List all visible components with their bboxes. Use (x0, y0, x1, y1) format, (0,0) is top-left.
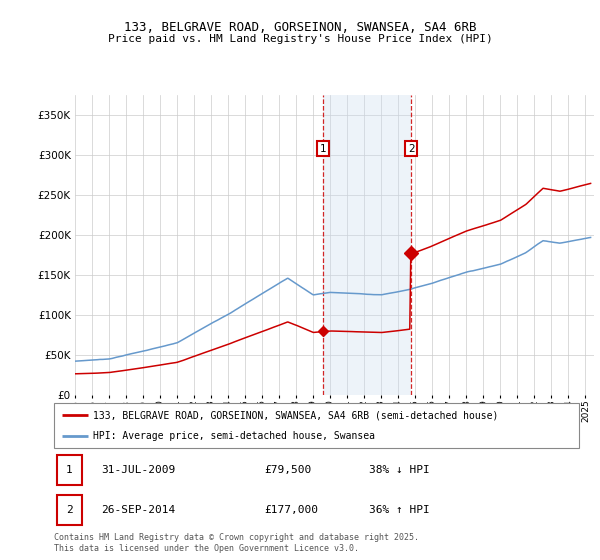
Text: 1: 1 (66, 465, 73, 475)
Bar (323, 95, 411, 395)
Text: 133, BELGRAVE ROAD, GORSEINON, SWANSEA, SA4 6RB: 133, BELGRAVE ROAD, GORSEINON, SWANSEA, … (124, 21, 476, 34)
Text: 2: 2 (408, 144, 415, 154)
Text: 38% ↓ HPI: 38% ↓ HPI (369, 465, 430, 475)
Text: £177,000: £177,000 (264, 505, 318, 515)
Text: Price paid vs. HM Land Registry's House Price Index (HPI): Price paid vs. HM Land Registry's House … (107, 34, 493, 44)
Text: HPI: Average price, semi-detached house, Swansea: HPI: Average price, semi-detached house,… (94, 431, 376, 441)
Text: 26-SEP-2014: 26-SEP-2014 (101, 505, 176, 515)
Bar (56, 455, 82, 486)
Text: 31-JUL-2009: 31-JUL-2009 (101, 465, 176, 475)
Bar (56, 495, 82, 525)
Text: 1: 1 (320, 144, 326, 154)
Text: £79,500: £79,500 (264, 465, 311, 475)
Text: 36% ↑ HPI: 36% ↑ HPI (369, 505, 430, 515)
Text: Contains HM Land Registry data © Crown copyright and database right 2025.
This d: Contains HM Land Registry data © Crown c… (54, 533, 419, 553)
Text: 2: 2 (66, 505, 73, 515)
Text: 133, BELGRAVE ROAD, GORSEINON, SWANSEA, SA4 6RB (semi-detached house): 133, BELGRAVE ROAD, GORSEINON, SWANSEA, … (94, 410, 499, 421)
